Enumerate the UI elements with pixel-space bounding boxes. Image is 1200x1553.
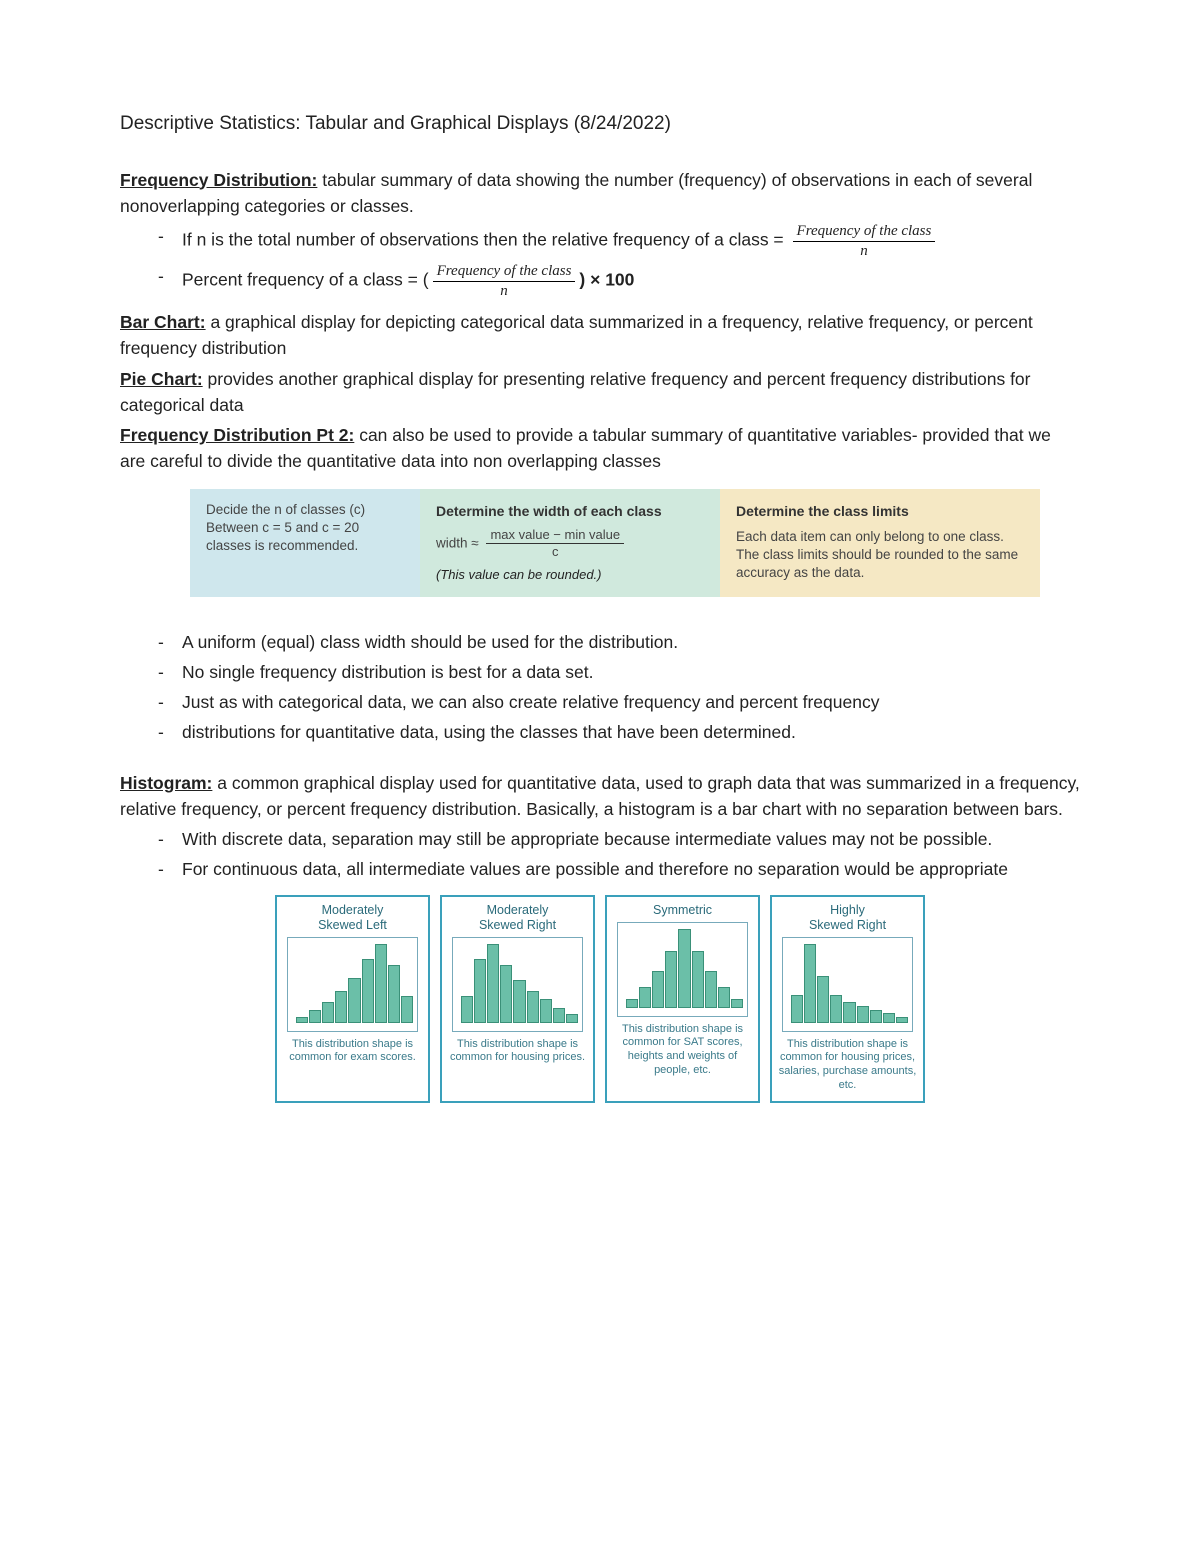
hist-bar — [296, 1017, 308, 1022]
step-3-box: Determine the class limits Each data ite… — [720, 489, 1040, 597]
pie-chart-def: provides another graphical display for p… — [120, 369, 1031, 415]
hist-bar — [461, 996, 473, 1022]
hist-bar — [335, 991, 347, 1023]
freq-dist-bullets: - If n is the total number of observatio… — [120, 223, 1080, 299]
bar-chart-def: a graphical display for depicting catego… — [120, 312, 1033, 358]
hist-caption: This distribution shape is common for ho… — [448, 1038, 587, 1066]
dash-icon: - — [158, 689, 182, 715]
hist-bar — [322, 1002, 334, 1023]
hist-bar — [883, 1013, 895, 1022]
hist-bar — [731, 999, 743, 1008]
hist-card-title: HighlySkewed Right — [778, 903, 917, 933]
hist-card-title: ModeratelySkewed Right — [448, 903, 587, 933]
hist-card-title: Symmetric — [613, 903, 752, 918]
hist-bar — [375, 944, 387, 1023]
hist-bar — [553, 1008, 565, 1023]
dash-icon: - — [158, 826, 182, 852]
pie-chart-term: Pie Chart: — [120, 369, 203, 389]
step-2-box: Determine the width of each class width … — [420, 489, 720, 597]
histogram-def: a common graphical display used for quan… — [120, 773, 1080, 819]
hist-bar — [870, 1010, 882, 1023]
hist-card-1: ModeratelySkewed Right This distribution … — [440, 895, 595, 1103]
note-4: distributions for quantitative data, usi… — [182, 719, 1080, 745]
freq-dist-para: Frequency Distribution: tabular summary … — [120, 167, 1080, 220]
hist-bar — [309, 1010, 321, 1023]
histogram-shapes-row: ModeratelySkewed Left This distribution s… — [120, 895, 1080, 1103]
hist-bar — [527, 991, 539, 1023]
hist-bar — [857, 1006, 869, 1023]
hist-bar — [513, 980, 525, 1022]
hist-bar — [474, 959, 486, 1022]
hist-bar — [718, 987, 730, 1007]
hist-card-2: Symmetric This distribution shape is comm… — [605, 895, 760, 1103]
hist-bar — [896, 1017, 908, 1023]
bullet-pctfreq: Percent frequency of a class = (Frequenc… — [182, 263, 1080, 299]
hist-bar — [665, 951, 677, 1007]
histogram-term: Histogram: — [120, 773, 212, 793]
hist-chart — [452, 937, 583, 1032]
hist-caption: This distribution shape is common for ho… — [778, 1038, 917, 1093]
freq-dist2-term: Frequency Distribution Pt 2: — [120, 425, 354, 445]
hist-bar — [540, 999, 552, 1022]
hist-bar — [692, 951, 704, 1007]
hist-chart — [617, 922, 748, 1017]
freq-dist2-para: Frequency Distribution Pt 2: can also be… — [120, 422, 1080, 475]
freq-dist-term: Frequency Distribution: — [120, 170, 317, 190]
hist-b2: For continuous data, all intermediate va… — [182, 856, 1080, 882]
steps-diagram: Decide the n of classes (c) Between c = … — [190, 489, 1070, 597]
dash-icon: - — [158, 719, 182, 745]
hist-caption: This distribution shape is common for ex… — [283, 1038, 422, 1066]
hist-caption: This distribution shape is common for SA… — [613, 1023, 752, 1078]
bar-chart-para: Bar Chart: a graphical display for depic… — [120, 309, 1080, 362]
pie-chart-para: Pie Chart: provides another graphical di… — [120, 366, 1080, 419]
note-1: A uniform (equal) class width should be … — [182, 629, 1080, 655]
histogram-para: Histogram: a common graphical display us… — [120, 770, 1080, 823]
hist-card-3: HighlySkewed Right This distribution shap… — [770, 895, 925, 1103]
note-3: Just as with categorical data, we can al… — [182, 689, 1080, 715]
dash-icon: - — [158, 223, 182, 259]
dash-icon: - — [158, 659, 182, 685]
hist-chart — [287, 937, 418, 1032]
note-2: No single frequency distribution is best… — [182, 659, 1080, 685]
histogram-bullets: -With discrete data, separation may stil… — [120, 826, 1080, 883]
notes-list: -A uniform (equal) class width should be… — [120, 629, 1080, 746]
hist-card-0: ModeratelySkewed Left This distribution s… — [275, 895, 430, 1103]
hist-bar — [626, 999, 638, 1008]
dash-icon: - — [158, 263, 182, 299]
hist-chart — [782, 937, 913, 1032]
hist-bar — [348, 978, 360, 1022]
hist-bar — [401, 996, 413, 1022]
hist-bar — [817, 976, 829, 1022]
page-title: Descriptive Statistics: Tabular and Grap… — [120, 110, 1080, 139]
step-1-box: Decide the n of classes (c) Between c = … — [190, 489, 420, 597]
bullet-relfreq: If n is the total number of observations… — [182, 223, 1080, 259]
hist-bar — [830, 995, 842, 1023]
hist-bar — [388, 965, 400, 1023]
hist-bar — [678, 929, 690, 1008]
hist-b1: With discrete data, separation may still… — [182, 826, 1080, 852]
bar-chart-term: Bar Chart: — [120, 312, 206, 332]
hist-bar — [652, 971, 664, 1007]
hist-bar — [639, 987, 651, 1007]
hist-bar — [362, 959, 374, 1022]
hist-card-title: ModeratelySkewed Left — [283, 903, 422, 933]
hist-bar — [500, 965, 512, 1023]
dash-icon: - — [158, 629, 182, 655]
hist-bar — [804, 944, 816, 1023]
dash-icon: - — [158, 856, 182, 882]
hist-bar — [843, 1002, 855, 1022]
hist-bar — [566, 1014, 578, 1022]
hist-bar — [705, 971, 717, 1007]
hist-bar — [487, 944, 499, 1023]
hist-bar — [791, 995, 803, 1023]
